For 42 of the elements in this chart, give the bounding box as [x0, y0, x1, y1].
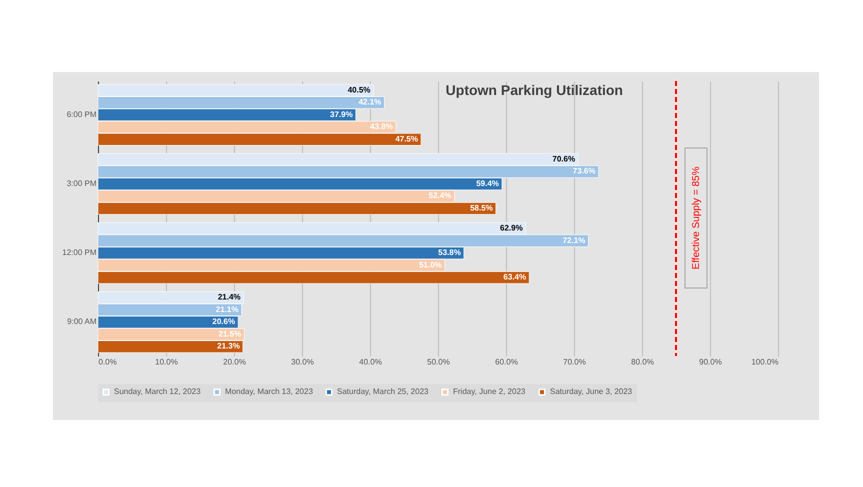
- x-tick-label: 80.0%: [631, 358, 654, 366]
- data-label: 63.4%: [503, 272, 526, 282]
- x-tick-label: 40.0%: [359, 358, 382, 366]
- x-tick-label: 100.0%: [751, 358, 778, 366]
- data-label: 21.1%: [216, 304, 238, 314]
- x-tick-label: 70.0%: [563, 358, 586, 366]
- x-tick-label: 0.0%: [98, 358, 117, 366]
- data-label: 73.6%: [572, 166, 596, 176]
- data-label: 51.0%: [419, 260, 442, 270]
- data-label: 43.8%: [370, 122, 393, 132]
- legend-label: Saturday, March 25, 2023: [337, 387, 430, 396]
- data-label: 47.5%: [395, 134, 418, 144]
- x-tick-label: 10.0%: [155, 358, 178, 366]
- x-tick-label: 50.0%: [427, 358, 450, 366]
- legend-label: Saturday, June 3, 2023: [550, 387, 633, 396]
- data-label: 37.9%: [330, 110, 353, 119]
- data-label: 42.1%: [358, 98, 382, 107]
- data-label: 21.3%: [217, 342, 240, 351]
- ref-line-label: Effective Supply = 85%: [691, 166, 702, 270]
- legend-label: Friday, June 2, 2023: [453, 387, 526, 396]
- y-tick-label: 12:00 PM: [62, 248, 97, 258]
- data-label: 72.1%: [562, 236, 586, 245]
- data-label: 21.4%: [218, 292, 241, 302]
- data-label: 53.8%: [438, 248, 461, 258]
- y-tick-label: 3:00 PM: [66, 178, 97, 188]
- data-label: 20.6%: [212, 317, 236, 326]
- x-tick-label: 20.0%: [223, 358, 246, 366]
- chart-title: Uptown Parking Utilization: [446, 82, 623, 98]
- x-tick-label: 30.0%: [291, 358, 314, 366]
- data-label: 70.6%: [552, 154, 576, 164]
- legend-label: Monday, March 13, 2023: [225, 387, 314, 396]
- y-tick-label: 6:00 PM: [66, 110, 97, 119]
- data-label: 40.5%: [348, 85, 370, 94]
- legend-label: Sunday, March 12, 2023: [114, 387, 202, 396]
- x-tick-label: 60.0%: [495, 358, 518, 366]
- x-tick-label: 90.0%: [699, 358, 722, 366]
- data-label: 62.9%: [500, 224, 523, 233]
- data-label: 58.5%: [470, 203, 493, 212]
- y-tick-label: 9:00 AM: [67, 317, 97, 326]
- data-label: 59.4%: [476, 178, 499, 188]
- data-label: 52.4%: [428, 191, 452, 200]
- data-label: 21.5%: [218, 329, 242, 338]
